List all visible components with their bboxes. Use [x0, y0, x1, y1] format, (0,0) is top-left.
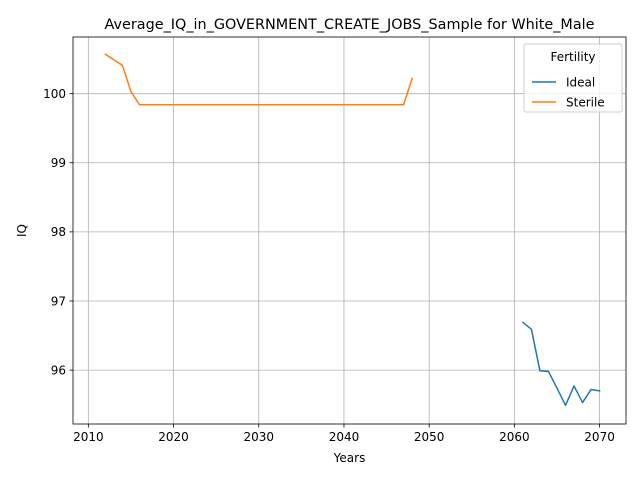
chart-title: Average_IQ_in_GOVERNMENT_CREATE_JOBS_Sam…	[104, 17, 594, 33]
y-axis-label: IQ	[15, 224, 29, 237]
x-tick-label: 2040	[329, 430, 360, 444]
y-tick-label: 96	[51, 363, 66, 377]
series-lines	[104, 53, 601, 407]
legend-box	[523, 43, 623, 113]
legend-label-ideal: Ideal	[566, 75, 595, 89]
y-tick-label: 98	[51, 225, 66, 239]
legend-label-sterile: Sterile	[566, 95, 605, 109]
series-line-sterile	[104, 53, 414, 106]
y-tick-label: 100	[43, 87, 66, 101]
y-tick-label: 97	[51, 294, 66, 308]
series-line-ideal	[521, 321, 601, 407]
y-tick-label: 99	[51, 156, 66, 170]
x-tick-label: 2020	[158, 430, 189, 444]
axis-ticks: 2010 2020 2030 2040 2050 2060 2070 96 97 98 99 100	[43, 87, 615, 444]
legend: Fertility Ideal Sterile	[523, 43, 623, 113]
x-tick-label: 2030	[243, 430, 274, 444]
x-tick-label: 2050	[414, 430, 445, 444]
x-tick-label: 2060	[499, 430, 530, 444]
x-axis-label: Years	[333, 451, 366, 465]
x-tick-label: 2010	[73, 430, 104, 444]
grid	[73, 37, 626, 424]
legend-entries: Ideal Sterile	[532, 75, 605, 109]
legend-title: Fertility	[550, 50, 595, 64]
plot-frame	[72, 36, 627, 425]
x-tick-label: 2070	[584, 430, 615, 444]
